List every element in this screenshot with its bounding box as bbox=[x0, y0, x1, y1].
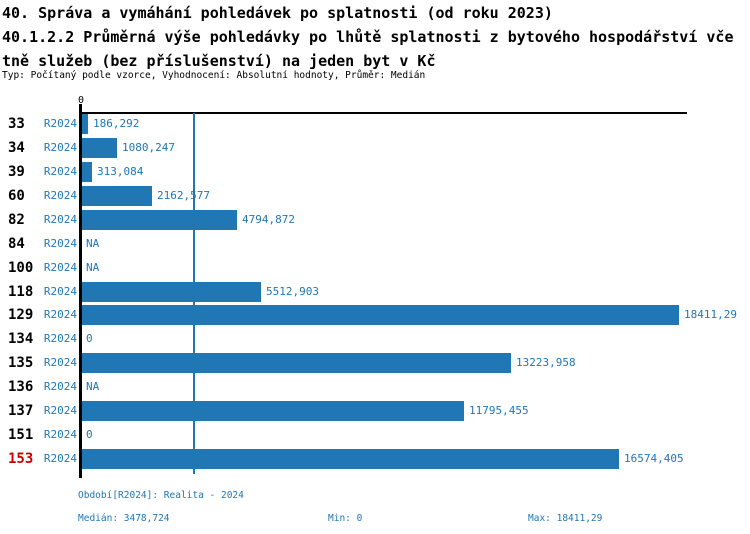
x-axis-top-line bbox=[81, 112, 687, 114]
row-period-label: R2024 bbox=[43, 236, 77, 250]
bar bbox=[82, 137, 117, 158]
row-label-118: 118 bbox=[8, 283, 34, 300]
bar-value-label: 186,292 bbox=[93, 117, 140, 130]
bar bbox=[82, 401, 464, 422]
row-period-label: R2024 bbox=[43, 356, 77, 370]
bar bbox=[82, 449, 619, 470]
bar-value-label: 313,084 bbox=[97, 164, 144, 178]
bar-value-label: NA bbox=[86, 236, 100, 250]
y-axis-line bbox=[79, 104, 82, 478]
row-label-34: 34 bbox=[8, 139, 25, 156]
bar-value-label: NA bbox=[86, 380, 100, 394]
bar bbox=[82, 305, 679, 326]
bar-value-label: NA bbox=[86, 260, 100, 274]
bar-value-label: 5512,903 bbox=[266, 284, 319, 298]
row-period-label: R2024 bbox=[43, 404, 77, 418]
row-period-label: R2024 bbox=[43, 260, 77, 274]
row-label-84: 84 bbox=[8, 235, 25, 252]
report-meta-line: Typ: Počítaný podle vzorce, Vyhodnocení:… bbox=[2, 70, 426, 81]
bar bbox=[82, 161, 92, 182]
row-label-129: 129 bbox=[8, 307, 34, 324]
bar-value-label: 0 bbox=[86, 428, 93, 442]
bar-value-label: 4794,872 bbox=[242, 212, 295, 226]
row-label-135: 135 bbox=[8, 355, 34, 372]
row-label-137: 137 bbox=[8, 403, 34, 420]
row-label-33: 33 bbox=[8, 116, 25, 132]
row-period-label: R2024 bbox=[43, 164, 77, 178]
row-label-39: 39 bbox=[8, 163, 25, 180]
row-period-label: R2024 bbox=[43, 188, 77, 202]
bar-value-label: 16574,405 bbox=[624, 452, 684, 466]
bar-value-label: 13223,958 bbox=[516, 356, 576, 370]
report-title-line2: 40.1.2.2 Průměrná výše pohledávky po lhů… bbox=[2, 28, 734, 46]
bar-value-label: 2162,577 bbox=[157, 188, 210, 202]
bar-value-label: 18411,29 bbox=[684, 308, 737, 322]
bar-value-label: 0 bbox=[86, 332, 93, 346]
bar bbox=[82, 185, 152, 206]
row-period-label: R2024 bbox=[43, 308, 77, 322]
row-label-153: 153 bbox=[8, 451, 34, 468]
row-period-label: R2024 bbox=[43, 380, 77, 394]
bar-value-label: 1080,247 bbox=[122, 140, 175, 154]
row-period-label: R2024 bbox=[43, 140, 77, 154]
row-label-134: 134 bbox=[8, 331, 34, 348]
bar bbox=[82, 353, 511, 374]
bar-value-label: 11795,455 bbox=[469, 404, 529, 418]
row-period-label: R2024 bbox=[43, 428, 77, 442]
report-title-line1: 40. Správa a vymáhání pohledávek po spla… bbox=[2, 4, 553, 22]
report-title-line3: tně služeb (bez příslušenství) na jeden … bbox=[2, 52, 436, 70]
bar bbox=[82, 114, 88, 134]
bar bbox=[82, 281, 261, 302]
x-axis-zero-tick-label: 0 bbox=[77, 95, 85, 106]
bar bbox=[82, 209, 237, 230]
row-label-136: 136 bbox=[8, 379, 34, 396]
row-period-label: R2024 bbox=[43, 212, 77, 226]
footer-max-label: Max: 18411,29 bbox=[528, 513, 603, 524]
row-label-60: 60 bbox=[8, 187, 25, 204]
row-label-100: 100 bbox=[8, 259, 34, 276]
row-period-label: R2024 bbox=[43, 452, 77, 466]
row-label-82: 82 bbox=[8, 211, 25, 228]
row-period-label: R2024 bbox=[43, 284, 77, 298]
footer-median-label: Medián: 3478,724 bbox=[78, 513, 170, 524]
footer-period-label: Období[R2024]: Realita - 2024 bbox=[78, 490, 244, 501]
row-period-label: R2024 bbox=[43, 117, 77, 130]
row-label-151: 151 bbox=[8, 427, 34, 444]
row-period-label: R2024 bbox=[43, 332, 77, 346]
footer-min-label: Min: 0 bbox=[328, 513, 363, 524]
